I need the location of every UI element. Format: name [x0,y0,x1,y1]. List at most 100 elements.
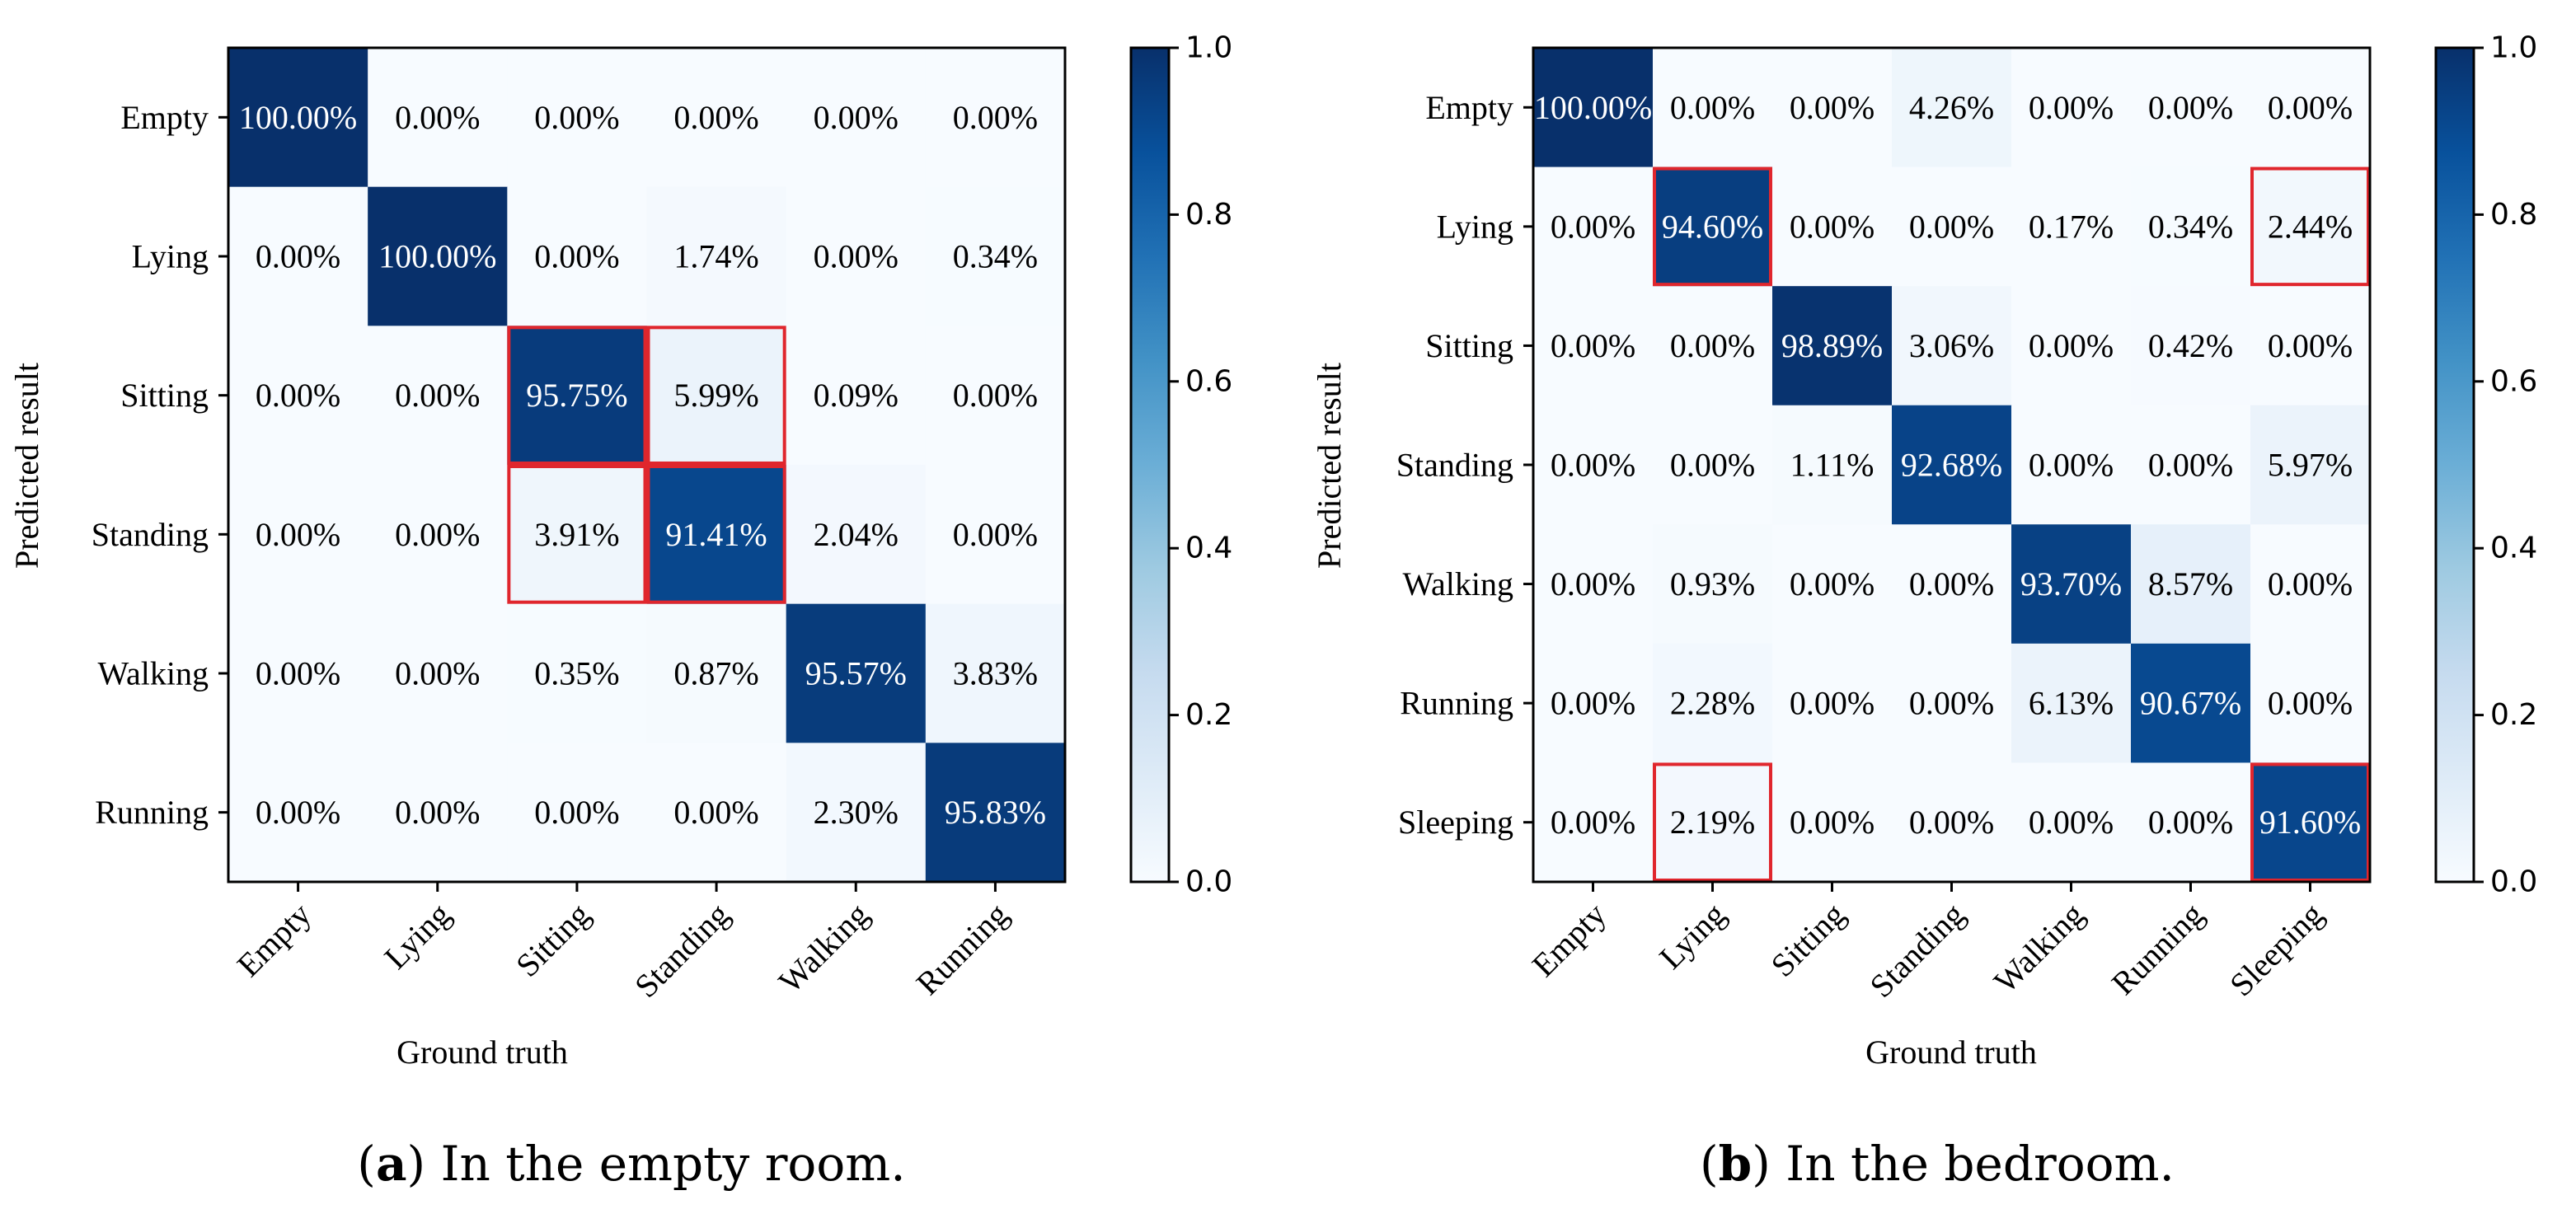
heatmap-b-row-label: Empty [1425,89,1513,126]
heatmap-a-col-label: Empty [230,896,318,984]
heatmap-b-cell [1653,48,1773,168]
colorbar-b-tick-label: 1.0 [2490,31,2537,65]
heatmap-a-cell-labels: 100.00% 0.00% 0.00% 0.00% 0.00% 0.00% 0.00% 100… [239,99,1046,831]
heatmap-b-cell [1892,405,2012,525]
heatmap-b-cell-label: 0.00% [2029,804,2114,841]
heatmap-b-cell-label: 94.60% [1662,208,1763,245]
heatmap-b-cell-label: 6.13% [2029,685,2114,722]
heatmap-b-row-label: Standing [1396,447,1513,484]
heatmap-b-cell [1653,643,1773,763]
heatmap-a-cell [368,326,508,466]
heatmap-b-cell-label: 0.00% [1790,208,1875,245]
heatmap-a-row-label: Empty [120,99,209,136]
heatmap-b-cell [1653,166,1773,287]
heatmap-b-cell [2011,643,2132,763]
heatmap-a-cell [228,48,368,188]
heatmap-a-ylabel: Predicted result [8,363,45,569]
heatmap-b-cell [2250,762,2371,883]
heatmap-a-cell [646,186,787,326]
heatmap-a-highlights [507,326,786,604]
heatmap-b-highlight-box [2250,166,2370,287]
heatmap-a-cell-label: 95.83% [945,794,1046,831]
heatmap-b-row-label: Walking [1402,565,1513,602]
heatmap-b-cell [2131,524,2251,644]
heatmap-b-cell [2011,762,2132,883]
heatmap-a-cell-label: 0.00% [814,238,899,275]
heatmap-b-cell [1772,166,1893,287]
heatmap-a-cell [786,326,927,466]
heatmap-a-row-label: Running [95,794,209,831]
heatmap-b-cell-label: 2.44% [2268,208,2353,245]
heatmap-a-cell-label: 0.00% [534,238,619,275]
heatmap-b-cell-label: 0.00% [1909,565,1994,602]
heatmap-b-row-labels: Empty Lying Sitting Standing Walking Running S… [1396,89,1533,841]
heatmap-b-col-label: Sleeping [2222,896,2330,1004]
heatmap-b-cell-label: 93.70% [2020,565,2122,602]
colorbar-a-tick-label: 0.4 [1185,532,1232,565]
heatmap-b-cell-label: 0.00% [1551,208,1635,245]
heatmap-b-cell-label: 0.00% [1790,685,1875,722]
heatmap-a-col-labels: Empty Lying Sitting Standing Walking Running [230,882,1016,1005]
heatmap-a-cell-label: 1.74% [673,238,758,275]
heatmap-a-cell [228,465,368,605]
heatmap-b-cell [2131,762,2251,883]
heatmap-a-cell-label: 0.34% [953,238,1038,275]
heatmap-b-cell [2250,48,2371,168]
heatmap-b-cell-label: 0.00% [2029,89,2114,126]
heatmap-a-cell-label: 0.00% [673,99,758,136]
colorbar-b-tick-label: 0.0 [2490,865,2537,899]
heatmap-b-cell-label: 0.00% [2268,327,2353,364]
heatmap-b-cell [1772,405,1893,525]
heatmap-b-row-label: Running [1400,685,1513,722]
heatmap-b-cell-label: 92.68% [1901,447,2002,484]
heatmap-b-ylabel: Predicted result [1311,363,1348,569]
colorbar-a-tick-label: 0.0 [1185,865,1232,899]
heatmap-b-cell-label: 0.00% [2029,447,2114,484]
heatmap-b-cell [1772,524,1893,644]
heatmap-a-cell [368,743,508,883]
caption-b-text: In the bedroom. [1785,1136,2175,1192]
heatmap-b-col-labels: Empty Lying Sitting Standing Walking Running S… [1525,882,2330,1005]
heatmap-b-cell [1772,643,1893,763]
heatmap-b-cell-label: 0.00% [1551,447,1635,484]
heatmap-b-cell-label: 1.11% [1790,447,1875,484]
heatmap-a-frame [227,46,1067,884]
heatmap-a-cell-label: 0.00% [395,655,480,692]
heatmap-b-cell-label: 0.00% [1551,565,1635,602]
heatmap-b-highlight-box [2250,762,2370,883]
heatmap-a-col-label: Walking [772,896,876,1001]
heatmap-a-cell-label: 0.00% [673,794,758,831]
heatmap-a-cell [368,603,508,743]
heatmap-b-cell-label: 5.97% [2268,447,2353,484]
heatmap-a-cell [368,48,508,188]
heatmap-b-cell-label: 0.00% [1551,685,1635,722]
heatmap-a-cell [925,186,1066,326]
heatmap-b-cell [2011,405,2132,525]
heatmap-a-cell-label: 3.83% [953,655,1038,692]
heatmap-b-cell [1533,762,1654,883]
heatmap-a-cell-label: 0.00% [814,99,899,136]
heatmap-a-highlight-box [646,465,786,604]
heatmap-a-cell-label: 0.00% [256,377,340,414]
heatmap-a-cell-label: 0.00% [256,794,340,831]
heatmap-a-cell-label: 0.00% [395,377,480,414]
heatmap-a-cell [368,465,508,605]
heatmap-a-cell-label: 5.99% [673,377,758,414]
heatmap-a-cell-label: 100.00% [239,99,357,136]
heatmap-b-cell [2131,166,2251,287]
heatmap-a-cell-label: 0.00% [256,655,340,692]
heatmap-b-cell-label: 0.00% [2268,89,2353,126]
heatmap-b-cell-label: 0.00% [1909,208,1994,245]
heatmap-b-cell-label: 0.42% [2148,327,2233,364]
heatmap-b-cell-label: 0.00% [1790,804,1875,841]
heatmap-a-cell-label: 0.00% [534,794,619,831]
heatmap-a-cell [646,743,787,883]
heatmap-b-cell-labels: 100.00% 0.00% 0.00% 4.26% 0.00% 0.00% 0.00% 0.0… [1534,89,2361,841]
heatmap-a-cell-label: 0.35% [534,655,619,692]
heatmap-a-cell-label: 0.00% [395,516,480,553]
heatmap-a-cell [228,326,368,466]
heatmap-a-cells [228,48,1066,883]
heatmap-b-row-label: Sitting [1425,327,1513,364]
heatmap-a-row-label: Sitting [120,377,209,414]
